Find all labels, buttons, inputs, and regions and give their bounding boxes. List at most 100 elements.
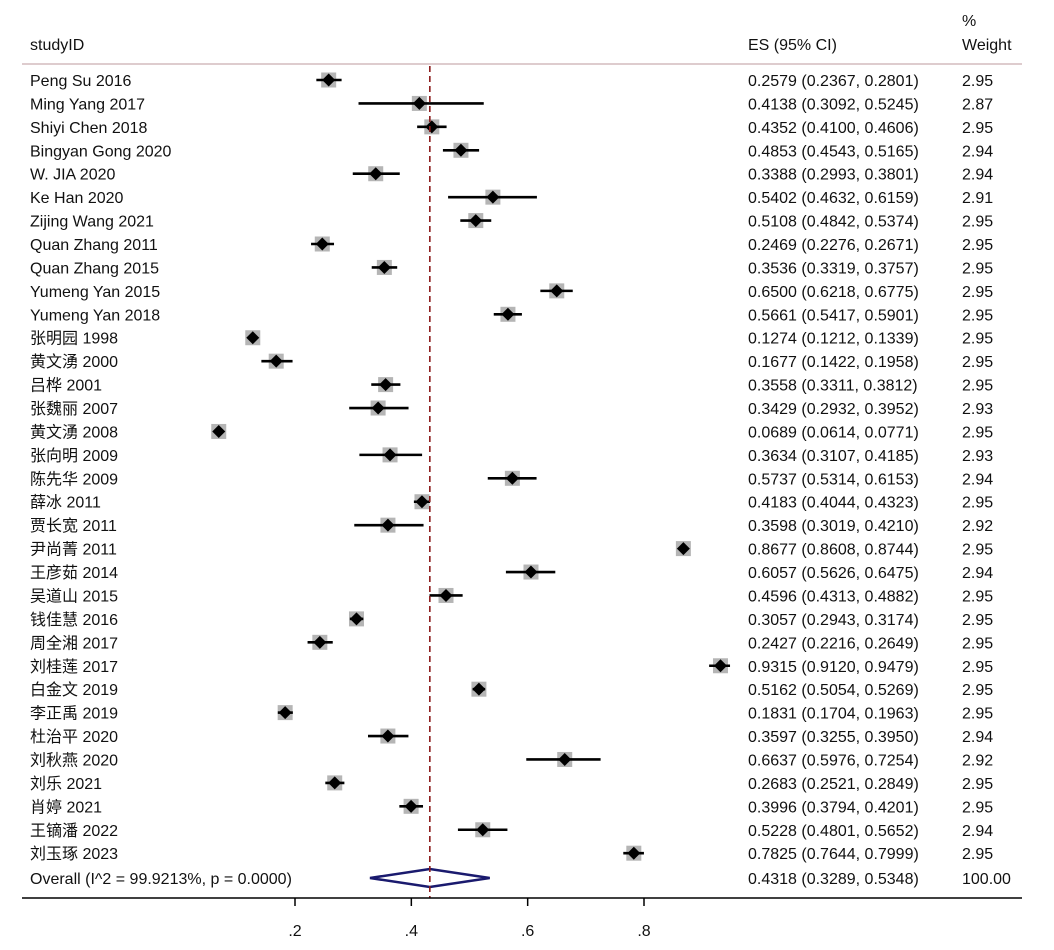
study-weight: 2.95: [962, 331, 993, 348]
study-es-ci: 0.3597 (0.3255, 0.3950): [748, 729, 919, 746]
point-estimate: [379, 378, 393, 392]
study-label: 肖婷 2021: [30, 798, 102, 816]
study-row: 黄文湧 2000 0.1677 (0.1422, 0.1958) 2.95: [30, 353, 993, 371]
study-weight: 2.95: [962, 612, 993, 629]
study-es-ci: 0.4596 (0.4313, 0.4882): [748, 588, 919, 605]
x-axis: .2 .4 .6 .8: [288, 898, 651, 940]
point-estimate: [349, 612, 363, 626]
study-label: 刘玉琢 2023: [30, 845, 118, 863]
study-label: Yumeng Yan 2015: [30, 284, 160, 301]
study-es-ci: 0.6500 (0.6218, 0.6775): [748, 284, 919, 301]
x-tick-label: .6: [521, 923, 534, 940]
header-weight: Weight: [962, 37, 1012, 54]
study-es-ci: 0.5162 (0.5054, 0.5269): [748, 682, 919, 699]
study-es-ci: 0.4138 (0.3092, 0.5245): [748, 96, 919, 113]
study-weight: 2.95: [962, 706, 993, 723]
study-label: W. JIA 2020: [30, 167, 115, 184]
point-estimate: [322, 73, 336, 87]
point-estimate: [404, 799, 418, 813]
study-row: 周全湘 2017 0.2427 (0.2216, 0.2649) 2.95: [30, 634, 993, 652]
point-estimate: [505, 471, 519, 485]
point-estimate: [371, 401, 385, 415]
point-estimate: [381, 729, 395, 743]
study-weight: 2.95: [962, 635, 993, 652]
study-weight: 2.92: [962, 518, 993, 535]
study-weight: 2.94: [962, 565, 993, 582]
study-es-ci: 0.3598 (0.3019, 0.4210): [748, 518, 919, 535]
point-estimate: [377, 260, 391, 274]
study-label: 陈先华 2009: [30, 470, 118, 488]
study-weight: 2.95: [962, 799, 993, 816]
point-estimate: [315, 237, 329, 251]
study-row: Quan Zhang 2015 0.3536 (0.3319, 0.3757) 2.…: [30, 259, 993, 277]
study-weight: 2.95: [962, 73, 993, 90]
study-weight: 2.95: [962, 307, 993, 324]
study-weight: 2.95: [962, 214, 993, 231]
study-es-ci: 0.2427 (0.2216, 0.2649): [748, 635, 919, 652]
study-label: 黄文湧 2008: [30, 423, 118, 441]
study-weight: 2.91: [962, 190, 993, 207]
study-es-ci: 0.6057 (0.5626, 0.6475): [748, 565, 919, 582]
study-label: 刘秋燕 2020: [30, 751, 118, 769]
study-es-ci: 0.5108 (0.4842, 0.5374): [748, 214, 919, 231]
study-es-ci: 0.6637 (0.5976, 0.7254): [748, 752, 919, 769]
study-es-ci: 0.3057 (0.2943, 0.3174): [748, 612, 919, 629]
point-estimate: [313, 635, 327, 649]
study-label: Shiyi Chen 2018: [30, 120, 148, 137]
study-es-ci: 0.1831 (0.1704, 0.1963): [748, 706, 919, 723]
study-weight: 2.95: [962, 424, 993, 441]
study-es-ci: 0.3634 (0.3107, 0.4185): [748, 448, 919, 465]
study-weight: 2.95: [962, 354, 993, 371]
point-estimate: [550, 284, 564, 298]
study-weight: 2.87: [962, 96, 993, 113]
study-weight: 2.95: [962, 284, 993, 301]
study-es-ci: 0.4183 (0.4044, 0.4323): [748, 495, 919, 512]
study-row: 尹尚菁 2011 0.8677 (0.8608, 0.8744) 2.95: [30, 541, 993, 559]
study-es-ci: 0.3558 (0.3311, 0.3812): [748, 378, 918, 395]
study-label: Yumeng Yan 2018: [30, 307, 160, 324]
study-label: 贾长宽 2011: [30, 517, 117, 535]
study-es-ci: 0.3429 (0.2932, 0.3952): [748, 401, 919, 418]
study-label: 黄文湧 2000: [30, 353, 118, 371]
x-tick-label: .2: [288, 923, 301, 940]
study-row: 白金文 2019 0.5162 (0.5054, 0.5269) 2.95: [30, 681, 993, 699]
header-study-id: studyID: [30, 37, 84, 54]
study-weight: 2.95: [962, 120, 993, 137]
study-es-ci: 0.5737 (0.5314, 0.6153): [748, 471, 919, 488]
study-label: Ming Yang 2017: [30, 96, 145, 113]
study-row: 薛冰 2011 0.4183 (0.4044, 0.4323) 2.95: [30, 494, 993, 512]
header-es-ci: ES (95% CI): [748, 37, 837, 54]
study-label: 李正禹 2019: [30, 705, 118, 723]
study-weight: 2.95: [962, 495, 993, 512]
study-weight: 2.94: [962, 143, 993, 160]
study-label: 白金文 2019: [30, 681, 118, 699]
study-es-ci: 0.2683 (0.2521, 0.2849): [748, 776, 919, 793]
study-weight: 2.95: [962, 659, 993, 676]
x-tick-label: .8: [637, 923, 650, 940]
study-weight: 2.95: [962, 378, 993, 395]
study-label: Zijing Wang 2021: [30, 214, 154, 231]
study-row: 贾长宽 2011 0.3598 (0.3019, 0.4210) 2.92: [30, 517, 993, 535]
study-weight: 2.95: [962, 846, 993, 863]
study-row: 张向明 2009 0.3634 (0.3107, 0.4185) 2.93: [30, 447, 993, 465]
study-label: Quan Zhang 2015: [30, 260, 159, 277]
study-row: Zijing Wang 2021 0.5108 (0.4842, 0.5374) 2…: [30, 213, 993, 231]
study-label: Peng Su 2016: [30, 73, 132, 90]
point-estimate: [269, 354, 283, 368]
study-row: 陈先华 2009 0.5737 (0.5314, 0.6153) 2.94: [30, 470, 993, 488]
study-row: 刘玉琢 2023 0.7825 (0.7644, 0.7999) 2.95: [30, 845, 993, 863]
study-es-ci: 0.7825 (0.7644, 0.7999): [748, 846, 919, 863]
study-es-ci: 0.4352 (0.4100, 0.4606): [748, 120, 919, 137]
study-row: 钱佳慧 2016 0.3057 (0.2943, 0.3174) 2.95: [30, 611, 993, 629]
point-estimate: [524, 565, 538, 579]
overall-label: Overall (I^2 = 99.9213%, p = 0.0000): [30, 871, 292, 888]
study-es-ci: 0.3536 (0.3319, 0.3757): [748, 260, 919, 277]
study-es-ci: 0.2579 (0.2367, 0.2801): [748, 73, 919, 90]
study-label: 杜治平 2020: [30, 728, 118, 746]
point-estimate: [415, 495, 429, 509]
point-estimate: [328, 776, 342, 790]
study-row: 李正禹 2019 0.1831 (0.1704, 0.1963) 2.95: [30, 705, 993, 723]
study-es-ci: 0.5228 (0.4801, 0.5652): [748, 823, 919, 840]
overall-es-ci: 0.4318 (0.3289, 0.5348): [748, 871, 919, 888]
